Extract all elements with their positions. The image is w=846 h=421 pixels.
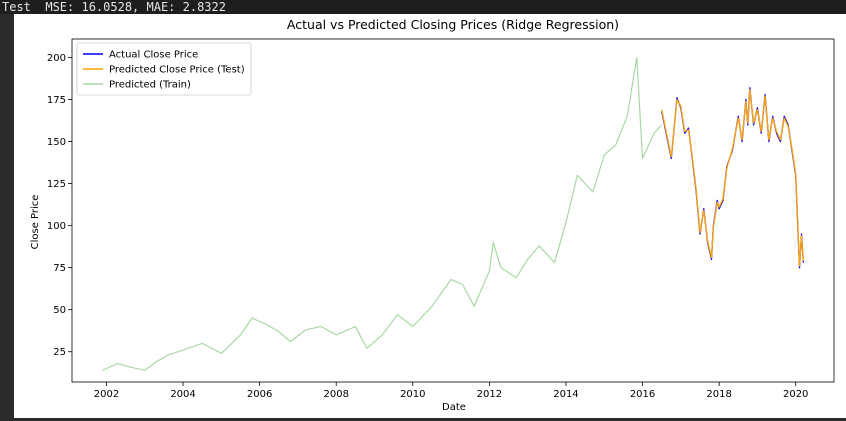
legend-label: Predicted Close Price (Test) (109, 65, 245, 76)
y-tick-label: 25 (53, 347, 66, 358)
series-line-actual (661, 87, 805, 269)
legend-box (76, 42, 252, 96)
console-output: Test MSE: 16.0528, MAE: 2.8322 (0, 0, 846, 14)
axes-frame (71, 38, 835, 383)
chart-title: Actual vs Predicted Closing Prices (Ridg… (287, 17, 619, 32)
x-tick-label: 2004 (170, 389, 195, 400)
series-line-test (661, 88, 805, 267)
y-axis-label: Close Price (30, 195, 41, 250)
y-tick-label: 200 (47, 53, 66, 64)
x-tick-label: 2010 (400, 389, 425, 400)
y-tick-label: 50 (53, 305, 66, 316)
y-tick-label: 175 (47, 95, 66, 106)
bottom-bar (0, 418, 846, 421)
series-line-train (102, 56, 663, 371)
x-tick-label: 2002 (94, 389, 119, 400)
chart-figure: Actual vs Predicted Closing Prices (Ridg… (14, 14, 846, 418)
x-axis-label: Date (442, 402, 466, 413)
x-tick-label: 2016 (630, 389, 655, 400)
x-tick-label: 2008 (323, 389, 348, 400)
x-tick-label: 2014 (553, 389, 578, 400)
x-tick-label: 2018 (706, 389, 731, 400)
chart-svg: Actual vs Predicted Closing Prices (Ridg… (30, 17, 835, 413)
legend-label: Predicted (Train) (109, 80, 191, 91)
legend-label: Actual Close Price (109, 50, 198, 61)
plot-area: 2002 2004 2006 2008 2010 2012 2014 2016 2018 2020… (47, 38, 835, 400)
y-tick-label: 100 (47, 221, 66, 232)
y-tick-label: 75 (53, 263, 66, 274)
x-tick-label: 2006 (247, 389, 272, 400)
x-tick-label: 2020 (783, 389, 808, 400)
x-tick-label: 2012 (477, 389, 502, 400)
y-tick-label: 125 (47, 179, 66, 190)
y-tick-label: 150 (47, 137, 66, 148)
